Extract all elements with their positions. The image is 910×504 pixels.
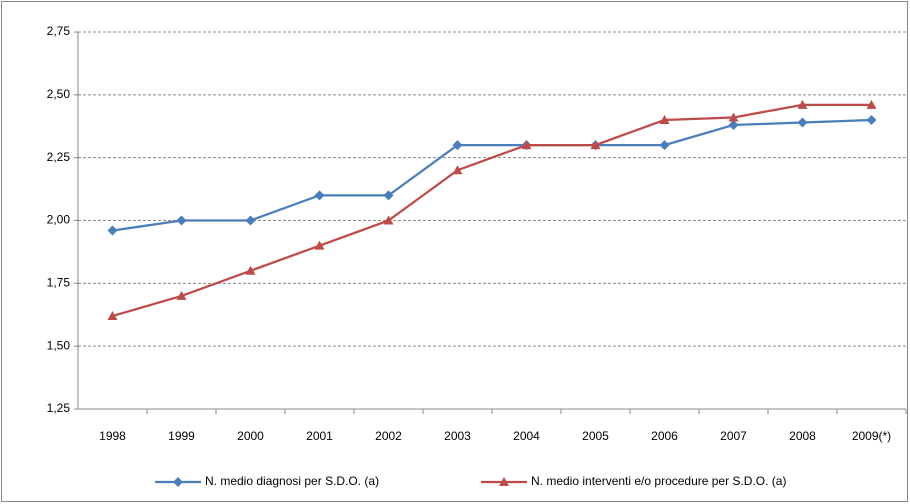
y-tick-label: 2,50 xyxy=(47,87,71,101)
series-line xyxy=(112,103,872,318)
x-tick-label: 2001 xyxy=(306,429,333,443)
marker xyxy=(452,140,463,151)
marker xyxy=(728,112,739,122)
marker xyxy=(176,290,187,300)
marker xyxy=(245,265,256,275)
y-tick-label: 1,25 xyxy=(47,401,71,415)
marker xyxy=(452,165,463,175)
marker xyxy=(659,140,670,151)
marker xyxy=(107,225,118,236)
marker xyxy=(176,215,187,226)
marker xyxy=(314,240,325,250)
y-tick-label: 2,25 xyxy=(47,150,71,164)
marker xyxy=(499,477,509,486)
y-tick-label: 2,75 xyxy=(47,24,71,38)
marker xyxy=(590,140,601,150)
y-tick-label: 2,00 xyxy=(47,213,71,227)
x-tick-label: 2000 xyxy=(237,429,264,443)
marker xyxy=(866,114,877,125)
legend-label: N. medio interventi e/o procedure per S.… xyxy=(531,474,786,488)
x-tick-label: 2003 xyxy=(444,429,471,443)
marker xyxy=(797,117,808,128)
x-tick-label: 2008 xyxy=(789,429,816,443)
x-tick-label: 2004 xyxy=(513,429,540,443)
y-tick-label: 1,50 xyxy=(47,338,71,352)
series-line xyxy=(112,118,872,232)
marker xyxy=(866,99,877,109)
x-tick-label: 1999 xyxy=(168,429,195,443)
legend-label: N. medio diagnosi per S.D.O. (a) xyxy=(205,474,379,488)
marker xyxy=(245,215,256,226)
x-tick-label: 2009(*) xyxy=(852,429,891,443)
marker xyxy=(314,190,325,201)
marker xyxy=(797,99,808,109)
x-tick-label: 2002 xyxy=(375,429,402,443)
marker xyxy=(173,477,183,487)
marker xyxy=(659,114,670,124)
y-tick-label: 1,75 xyxy=(47,276,71,290)
marker xyxy=(383,215,394,225)
marker xyxy=(728,119,739,130)
x-tick-label: 2005 xyxy=(582,429,609,443)
x-tick-label: 1998 xyxy=(99,429,126,443)
x-tick-label: 2007 xyxy=(720,429,747,443)
marker xyxy=(107,311,118,321)
marker xyxy=(383,190,394,201)
marker xyxy=(521,140,532,150)
x-tick-label: 2006 xyxy=(651,429,678,443)
